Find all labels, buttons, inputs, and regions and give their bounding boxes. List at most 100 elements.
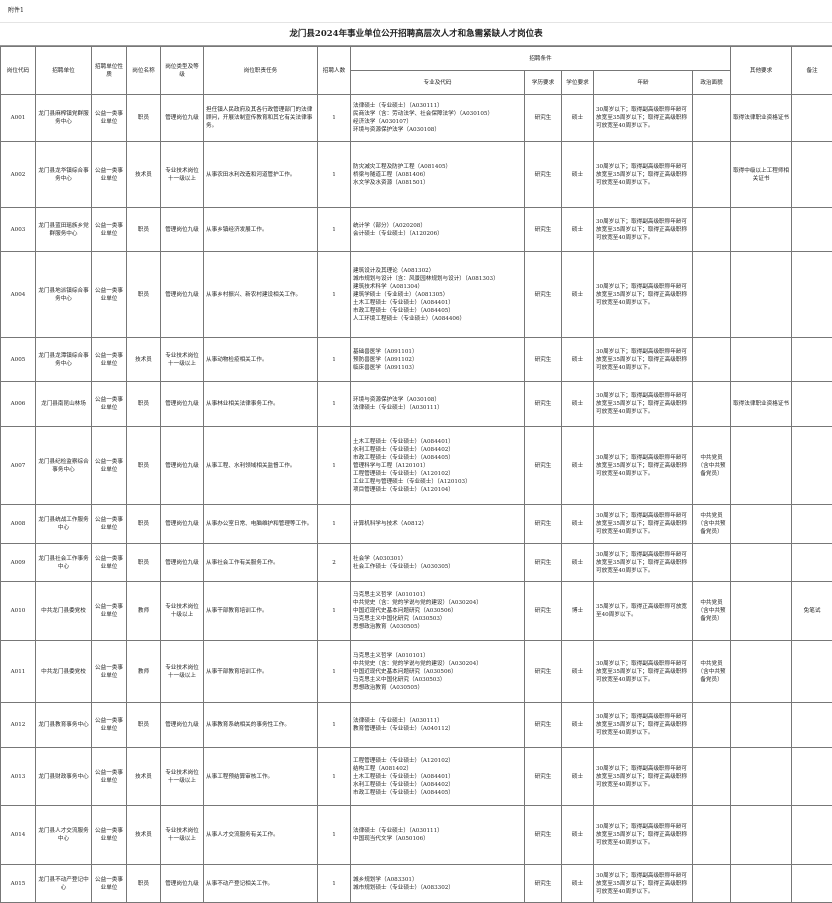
cell-degree: 硕士: [562, 641, 594, 703]
cell-nature: 公益一类事业单位: [92, 382, 127, 427]
cell-remark: [792, 208, 832, 252]
cell-degree: 硕士: [562, 806, 594, 865]
header-age: 年龄: [594, 71, 693, 95]
cell-type: 专业技术岗位十一级以上: [161, 806, 204, 865]
cell-post: 职员: [127, 427, 161, 505]
cell-nature: 公益一类事业单位: [92, 142, 127, 208]
cell-unit: 龙门县龙潭镇综合事务中心: [36, 338, 92, 382]
cell-other: [731, 806, 792, 865]
cell-major: 环境与资源保护法学（A030108） 法律硕士（专业硕士）（A030111）: [351, 382, 525, 427]
cell-code: A008: [1, 505, 36, 544]
cell-type: 管理岗位九级: [161, 544, 204, 582]
cell-edu: 研究生: [525, 505, 562, 544]
cell-type: 专业技术岗位十一级以上: [161, 338, 204, 382]
cell-age: 30周岁以下；取得副高级职称年龄可放宽至35周岁以下；取得正高级职称可放宽至40…: [594, 382, 693, 427]
cell-post: 职员: [127, 865, 161, 903]
cell-other: [731, 641, 792, 703]
cell-duty: 从事工程、水利领域相关监督工作。: [204, 427, 318, 505]
cell-post: 技术员: [127, 142, 161, 208]
cell-degree: 硕士: [562, 95, 594, 142]
cell-major: 工程管理硕士（专业硕士）（A120102） 结构工程（A081402） 土木工程…: [351, 748, 525, 806]
cell-count: 1: [318, 505, 351, 544]
cell-remark: [792, 252, 832, 338]
header-unit: 招聘单位: [36, 47, 92, 95]
cell-unit: 中共龙门县委党校: [36, 641, 92, 703]
cell-code: A014: [1, 806, 36, 865]
cell-other: [731, 252, 792, 338]
header-conditions: 招聘条件: [351, 47, 731, 71]
cell-type: 管理岗位九级: [161, 505, 204, 544]
cell-duty: 从事不动产登记相关工作。: [204, 865, 318, 903]
cell-type: 管理岗位九级: [161, 865, 204, 903]
cell-post: 职员: [127, 544, 161, 582]
cell-type: 专业技术岗位十一级以上: [161, 748, 204, 806]
cell-major: 计算机科学与技术（A0812）: [351, 505, 525, 544]
cell-political: [693, 95, 731, 142]
header-count: 招聘人数: [318, 47, 351, 95]
header-political: 政治面貌: [693, 71, 731, 95]
cell-political: [693, 748, 731, 806]
cell-age: 35周岁以下，取得正高级职称可放宽至40周岁以下。: [594, 582, 693, 641]
cell-duty: 从事林业相关法律事务工作。: [204, 382, 318, 427]
cell-nature: 公益一类事业单位: [92, 505, 127, 544]
cell-edu: 研究生: [525, 427, 562, 505]
cell-code: A015: [1, 865, 36, 903]
cell-nature: 公益一类事业单位: [92, 865, 127, 903]
cell-nature: 公益一类事业单位: [92, 806, 127, 865]
header-post: 岗位名称: [127, 47, 161, 95]
cell-duty: 从事农田水利改造和河道管护工作。: [204, 142, 318, 208]
cell-type: 管理岗位九级: [161, 252, 204, 338]
cell-major: 法律硕士（专业硕士）（A030111） 中国现当代文学（A050106）: [351, 806, 525, 865]
cell-type: 管理岗位九级: [161, 208, 204, 252]
cell-other: [731, 427, 792, 505]
cell-duty: 担任镇人民政府及其各行政管理部门的法律顾问，开展法制宣传教育和其它有关法律事务。: [204, 95, 318, 142]
positions-table: 岗位代码 招聘单位 招聘单位性质 岗位名称 岗位类型及等级 岗位职责任务 招聘人…: [0, 46, 832, 903]
cell-edu: 研究生: [525, 582, 562, 641]
cell-duty: 从事人才交流服务有关工作。: [204, 806, 318, 865]
cell-unit: 龙门县不动产登记中心: [36, 865, 92, 903]
cell-other: [731, 703, 792, 748]
header-other: 其他要求: [731, 47, 792, 95]
cell-unit: 龙门县财政事务中心: [36, 748, 92, 806]
cell-other: [731, 544, 792, 582]
cell-other: [731, 748, 792, 806]
cell-post: 职员: [127, 252, 161, 338]
cell-nature: 公益一类事业单位: [92, 252, 127, 338]
cell-nature: 公益一类事业单位: [92, 208, 127, 252]
cell-other: 取得中级以上工程师相关证书: [731, 142, 792, 208]
cell-age: 30周岁以下；取得副高级职称年龄可放宽至35周岁以下；取得正高级职称可放宽至40…: [594, 641, 693, 703]
cell-post: 技术员: [127, 748, 161, 806]
cell-political: 中共党员（含中共预备党员）: [693, 505, 731, 544]
cell-code: A004: [1, 252, 36, 338]
cell-remark: [792, 382, 832, 427]
cell-type: 专业技术岗位十级以上: [161, 582, 204, 641]
cell-edu: 研究生: [525, 95, 562, 142]
cell-count: 1: [318, 208, 351, 252]
cell-type: 专业技术岗位十一级以上: [161, 142, 204, 208]
header-nature: 招聘单位性质: [92, 47, 127, 95]
cell-nature: 公益一类事业单位: [92, 95, 127, 142]
header-type: 岗位类型及等级: [161, 47, 204, 95]
cell-code: A002: [1, 142, 36, 208]
cell-count: 1: [318, 703, 351, 748]
attachment-label: 附件1: [0, 0, 832, 23]
cell-nature: 公益一类事业单位: [92, 427, 127, 505]
cell-other: [731, 865, 792, 903]
cell-degree: 硕士: [562, 142, 594, 208]
cell-post: 技术员: [127, 806, 161, 865]
cell-major: 防灾减灾工程及防护工程（A081405） 桥梁与隧道工程（A081406） 水文…: [351, 142, 525, 208]
cell-edu: 研究生: [525, 641, 562, 703]
cell-code: A006: [1, 382, 36, 427]
cell-unit: 龙门县蓝田瑶族乡党群服务中心: [36, 208, 92, 252]
cell-post: 技术员: [127, 338, 161, 382]
cell-age: 30周岁以下；取得副高级职称年龄可放宽至35周岁以下；取得正高级职称可放宽至40…: [594, 338, 693, 382]
cell-post: 职员: [127, 208, 161, 252]
cell-age: 30周岁以下；取得副高级职称年龄可放宽至35周岁以下；取得正高级职称可放宽至40…: [594, 95, 693, 142]
